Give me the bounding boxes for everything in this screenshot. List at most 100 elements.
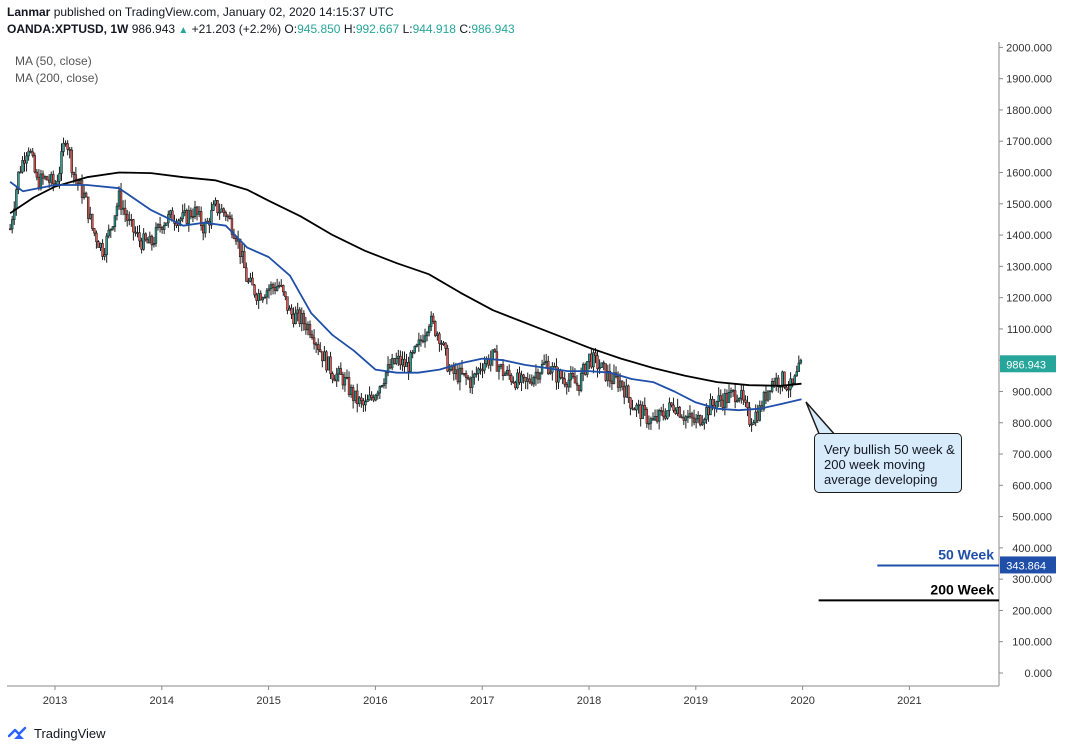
candle-body [362,400,365,406]
ma200-line [9,171,802,387]
candle-body [300,313,303,324]
candle-body [45,176,49,181]
candle-body [469,378,472,388]
y-tick-label: 900.000 [1012,386,1052,398]
candle-body [594,352,597,357]
candle-body [25,155,28,164]
candle-body [660,410,663,412]
candle-body [629,397,632,409]
candle-body [128,219,131,221]
candle-body [643,405,646,410]
candle-body [97,241,100,248]
candle-body [255,294,258,301]
candle-body [662,410,665,417]
candle-body [518,372,521,383]
candle-body [590,353,593,368]
candle-body [372,397,375,401]
candle-body [251,277,254,286]
up-arrow-icon: ▲ [178,25,189,36]
candle-body [107,229,110,237]
candle-body [787,388,790,391]
publish-info: Lanmar published on TradingView.com, Jan… [7,5,394,19]
y-tick-label: 0.000 [1024,668,1052,680]
candle-body [569,373,573,381]
candle-body [785,386,788,390]
candle-body [413,346,416,353]
candle-body [666,410,669,419]
candle-body [259,293,262,301]
candle-body [477,368,480,374]
candle-body [756,411,759,421]
candle-body [19,171,22,174]
candle-body [436,333,439,336]
candle-body [421,340,425,343]
candle-body [540,364,544,374]
candle-body [302,313,306,325]
tradingview-logo-icon [8,726,27,739]
tradingview-footer[interactable]: TradingView [8,725,106,741]
candle-body [70,149,73,173]
candle-body [742,390,745,401]
candle-body [401,358,404,366]
candle-body [193,206,197,218]
candle-body [327,356,330,371]
y-tick-label: 1900.000 [1006,74,1052,86]
candle-body [345,376,349,379]
author[interactable]: Lanmar [7,5,51,19]
candle-body [427,326,431,333]
y-tick-label: 1700.000 [1006,136,1052,148]
ma200-marker-label: 200 Week [930,581,994,597]
candle-body [442,342,445,345]
y-tick-label: 400.000 [1012,543,1052,555]
candle-body [234,238,238,242]
candle-body [754,411,757,423]
candle-body [725,393,729,403]
ma50-legend[interactable]: MA (50, close) [15,54,92,68]
candle-body [758,405,761,421]
candle-body [715,401,718,409]
candle-body [686,416,690,418]
candle-body [60,151,63,174]
candlesticks [8,137,803,432]
candle-body [471,376,474,388]
candle-body [370,394,373,398]
candle-body [144,233,147,241]
candle-body [119,190,123,210]
candle-body [584,364,587,375]
candle-body [277,284,281,287]
candle-body [189,210,193,217]
candle-body [376,392,379,396]
current-price-label: 986.943 [1006,359,1046,371]
candle-body [664,415,667,419]
candle-body [682,417,686,421]
candle-body [286,296,289,311]
candle-body [160,227,164,230]
candle-body [216,200,219,214]
ma200-legend[interactable]: MA (200, close) [15,71,99,85]
candle-body [282,285,285,293]
annotation-callout[interactable]: Very bullish 50 week & 200 week moving a… [814,433,962,493]
candle-body [374,395,377,401]
candle-body [746,402,749,408]
ma-markers: 50 Week 200 Week [818,546,999,602]
candle-body [405,362,408,367]
candle-body [444,342,447,349]
candle-body [637,404,640,407]
candle-body [688,413,692,417]
candle-body [356,390,359,405]
candle-body [505,369,509,375]
candle-body [559,370,562,378]
candle-body [298,309,301,324]
candle-body [158,224,162,228]
candle-body [407,362,410,372]
candle-body [791,378,794,384]
candle-body [249,277,252,282]
y-tick-label: 1100.000 [1007,324,1052,336]
y-tick-label: 1400.000 [1006,230,1052,242]
candle-body [382,383,386,386]
footer-brand: TradingView [34,725,106,741]
candle-body [432,315,435,322]
symbol[interactable]: OANDA:XPTUSD, 1W [7,22,129,36]
candle-body [575,382,579,386]
